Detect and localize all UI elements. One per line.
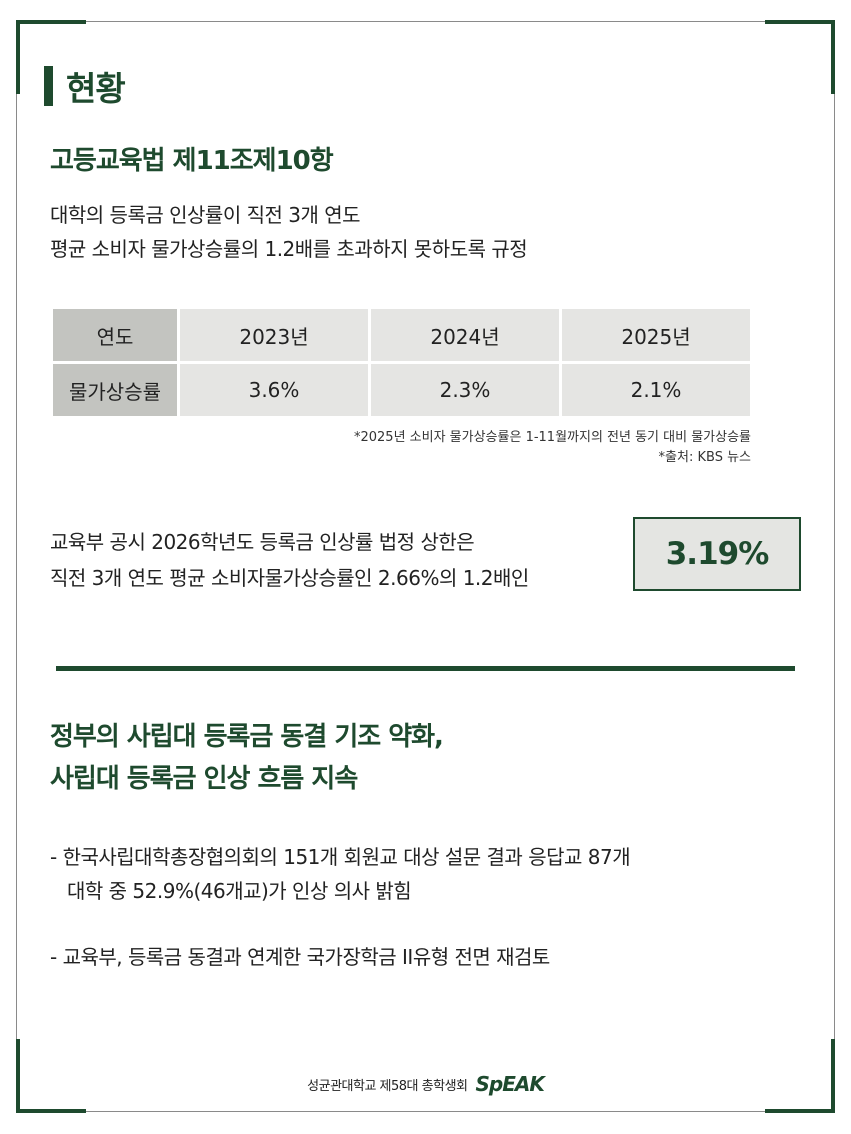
cap-line2: 직전 3개 연도 평균 소비자물가상승률인 2.66%의 1.2배인: [50, 566, 529, 590]
law-title: 고등교육법 제11조제10항: [50, 146, 334, 176]
headline: 정부의 사립대 등록금 동결 기조 약화, 사립대 등록금 인상 흐름 지속: [50, 716, 444, 800]
inflation-table: 연도 2023년 2024년 2025년 물가상승률 3.6% 2.3% 2.1…: [50, 306, 753, 419]
law-description: 대학의 등록금 인상률이 직전 3개 연도 평균 소비자 물가상승률의 1.2배…: [50, 198, 528, 266]
frame-top-line: [16, 21, 835, 22]
note-period: *2025년 소비자 물가상승률은 1-11월까지의 전년 동기 대비 물가상승…: [353, 430, 751, 445]
corner-top-right-h: [765, 20, 835, 24]
section-title: 현황: [66, 69, 126, 108]
title-accent-bar: [44, 66, 53, 106]
section-divider: [56, 666, 795, 671]
corner-top-right-v: [831, 20, 835, 94]
table-header-row: 연도 2023년 2024년 2025년: [53, 309, 750, 361]
corner-bottom-left-h: [16, 1109, 86, 1113]
headline-line2: 사립대 등록금 인상 흐름 지속: [50, 764, 358, 794]
table-cell: 3.6%: [180, 364, 368, 416]
table-cell: 2.3%: [371, 364, 559, 416]
corner-bottom-right-v: [831, 1039, 835, 1113]
table-header-cell: 2025년: [562, 309, 750, 361]
table-header-cell: 연도: [53, 309, 177, 361]
law-desc-line2: 평균 소비자 물가상승률의 1.2배를 초과하지 못하도록 규정: [50, 237, 528, 261]
table-row: 물가상승률 3.6% 2.3% 2.1%: [53, 364, 750, 416]
table-header-cell: 2024년: [371, 309, 559, 361]
table-cell: 2.1%: [562, 364, 750, 416]
headline-line1: 정부의 사립대 등록금 동결 기조 약화,: [50, 722, 444, 752]
bullet-survey-line1: - 한국사립대학총장협의회의 151개 회원교 대상 설문 결과 응답교 87개: [50, 845, 631, 869]
corner-bottom-right-h: [765, 1109, 835, 1113]
bullet-survey: - 한국사립대학총장협의회의 151개 회원교 대상 설문 결과 응답교 87개…: [50, 840, 631, 908]
section-heading: 현황: [44, 62, 126, 110]
footer-org: 성균관대학교 제58대 총학생회: [307, 1078, 468, 1094]
cap-line1: 교육부 공시 2026학년도 등록금 인상률 법정 상한은: [50, 530, 475, 554]
cap-value-box: 3.19%: [633, 517, 801, 591]
bullet-scholarship: - 교육부, 등록금 동결과 연계한 국가장학금 II유형 전면 재검토: [50, 945, 550, 969]
corner-bottom-left-v: [16, 1039, 20, 1113]
footer: 성균관대학교 제58대 총학생회 SpEAK: [0, 1072, 851, 1096]
table-row-label: 물가상승률: [53, 364, 177, 416]
table-header-cell: 2023년: [180, 309, 368, 361]
table-notes: *2025년 소비자 물가상승률은 1-11월까지의 전년 동기 대비 물가상승…: [354, 428, 751, 468]
frame-bottom-line: [16, 1111, 835, 1112]
law-desc-line1: 대학의 등록금 인상률이 직전 3개 연도: [50, 203, 361, 227]
frame-right-line: [834, 21, 835, 1113]
corner-top-left-v: [16, 20, 20, 94]
bullet-survey-line2: 대학 중 52.9%(46개교)가 인상 의사 밝힘: [67, 879, 412, 903]
corner-top-left-h: [16, 20, 86, 24]
speak-logo: SpEAK: [475, 1072, 544, 1096]
frame-left-line: [16, 21, 17, 1113]
tuition-cap-text: 교육부 공시 2026학년도 등록금 인상률 법정 상한은 직전 3개 연도 평…: [50, 524, 529, 596]
note-source: *출처: KBS 뉴스: [658, 450, 751, 465]
